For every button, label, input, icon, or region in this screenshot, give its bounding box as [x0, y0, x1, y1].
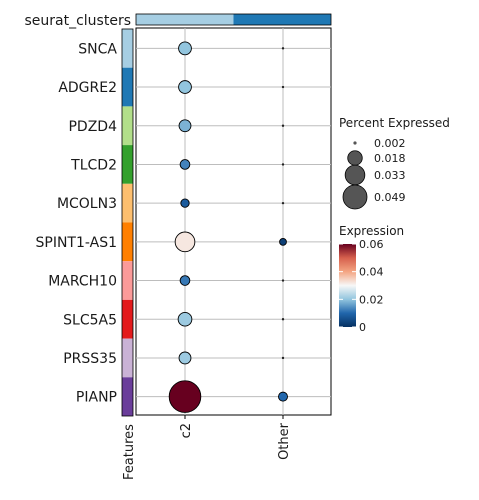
x-label-c2: c2: [179, 423, 194, 438]
color-legend-label: 0.04: [359, 266, 384, 279]
cluster-bar-label: seurat_clusters: [24, 13, 131, 29]
size-legend-title: Percent Expressed: [339, 116, 450, 130]
feature-strip-PDZD4: [122, 106, 133, 146]
dot-MARCH10-c2: [179, 275, 191, 286]
dot-SPINT1-AS1-c2: [174, 231, 196, 253]
size-legend-dot: [353, 141, 357, 145]
plot-panel: [135, 27, 332, 416]
feature-strip-SPINT1-AS1: [122, 222, 133, 262]
gene-label-PDZD4: PDZD4: [68, 119, 117, 135]
gene-label-SLC5A5: SLC5A5: [63, 312, 117, 328]
dot-MCOLN3-Other: [281, 201, 285, 205]
gene-label-PIANP: PIANP: [76, 390, 117, 406]
gene-label-PRSS35: PRSS35: [63, 351, 117, 367]
color-legend-label: 0.06: [359, 238, 384, 251]
color-legend-title: Expression: [339, 224, 404, 238]
cluster-bar-segment-c2: [136, 14, 234, 25]
feature-strip-PRSS35: [122, 338, 133, 378]
dot-TLCD2-c2: [179, 159, 191, 170]
feature-strip-PIANP: [122, 377, 133, 416]
dot-MCOLN3-c2: [180, 198, 190, 208]
color-legend-label: 0.02: [359, 293, 384, 306]
gene-label-TLCD2: TLCD2: [70, 157, 117, 173]
color-legend-label: 0: [359, 321, 366, 334]
dot-PIANP-c2: [168, 380, 202, 413]
size-legend-label: 0.002: [374, 137, 406, 150]
cluster-bar-segment-Other: [233, 14, 331, 25]
dot-PDZD4-Other: [281, 124, 285, 127]
size-legend-dot: [347, 150, 363, 166]
dot-PRSS35-Other: [281, 356, 285, 360]
dot-SLC5A5-Other: [281, 318, 285, 321]
size-legend: Percent Expressed 0.002 0.018 0.033 0.049: [339, 116, 450, 210]
dot-PDZD4-c2: [178, 119, 192, 133]
dot-PRSS35-c2: [178, 351, 192, 365]
feature-strip-MARCH10: [122, 261, 133, 300]
dot-SLC5A5-c2: [177, 311, 193, 327]
dot-PIANP-Other: [278, 391, 288, 402]
feature-strip-SNCA: [122, 29, 133, 68]
feature-color-strip: [121, 28, 134, 417]
feature-strip-border: [121, 28, 134, 417]
color-legend-bar: [339, 244, 356, 327]
feature-strip-MCOLN3: [122, 183, 133, 223]
gene-label-ADGRE2: ADGRE2: [58, 80, 117, 96]
feature-strip-SLC5A5: [122, 299, 133, 339]
gene-label-MARCH10: MARCH10: [48, 274, 117, 290]
size-legend-label: 0.049: [374, 191, 406, 204]
x-axis-labels: c2 Other: [179, 415, 292, 460]
dot-SNCA-c2: [178, 41, 192, 56]
dots: [168, 41, 288, 413]
dot-ADGRE2-c2: [178, 80, 192, 94]
size-legend-label: 0.033: [374, 169, 406, 182]
gene-label-MCOLN3: MCOLN3: [57, 196, 117, 212]
dot-TLCD2-Other: [281, 163, 285, 166]
cluster-bar: [135, 13, 332, 26]
dot-SNCA-Other: [281, 47, 285, 50]
gene-label-SNCA: SNCA: [78, 41, 117, 57]
gene-labels: SNCA ADGRE2 PDZD4 TLCD2 MCOLN3 SPINT1-AS1 MARC…: [35, 41, 117, 405]
size-legend-dot: [344, 164, 366, 186]
x-label-Other: Other: [277, 422, 292, 460]
gene-label-SPINT1-AS1: SPINT1-AS1: [35, 235, 117, 251]
dot-SPINT1-AS1-Other: [279, 237, 287, 246]
feature-strip-ADGRE2: [122, 67, 133, 107]
color-legend: Expression 0.06 0.04 0.02 0: [339, 224, 404, 334]
size-legend-dot: [342, 184, 368, 210]
dot-ADGRE2-Other: [281, 85, 285, 89]
dot-MARCH10-Other: [281, 279, 285, 282]
size-legend-label: 0.018: [374, 152, 406, 165]
feature-strip-TLCD2: [122, 145, 133, 184]
features-axis-label: Features: [122, 424, 137, 480]
cluster-bar-border: [135, 13, 332, 26]
